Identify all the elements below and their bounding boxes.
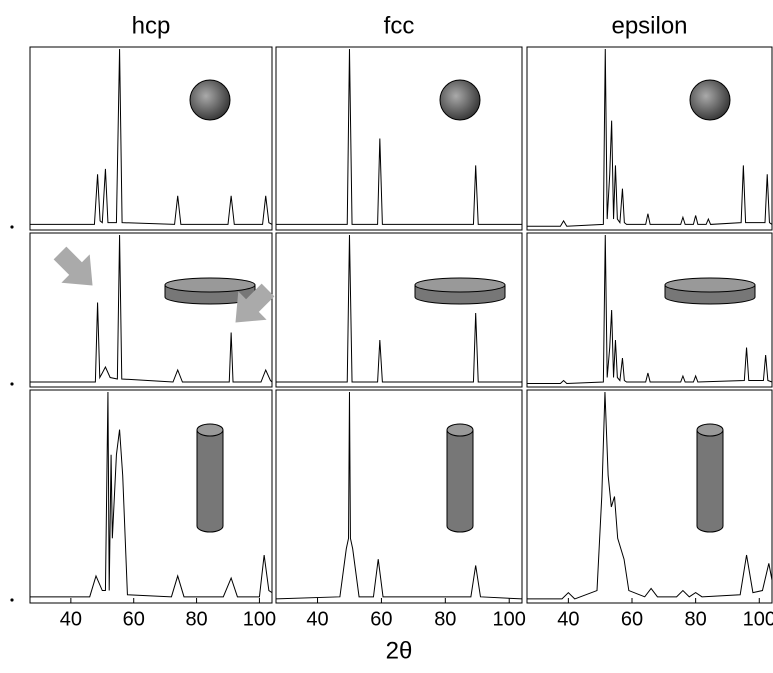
pointer-arrow xyxy=(53,246,93,286)
panel-frame xyxy=(275,46,523,231)
column-title: epsilon xyxy=(611,12,687,39)
disk-top xyxy=(164,277,256,293)
diffraction-line xyxy=(30,48,273,225)
pointer-arrow xyxy=(235,283,275,323)
rod-top xyxy=(696,423,724,437)
column-title: hcp xyxy=(132,12,171,39)
axis-dot xyxy=(10,382,14,386)
panel-frame xyxy=(29,389,273,604)
panel-frame xyxy=(29,232,273,388)
column-title: fcc xyxy=(384,12,415,39)
sphere-icon xyxy=(439,79,481,121)
rod-top xyxy=(446,423,474,437)
diffraction-line xyxy=(276,234,522,383)
x-tick-label: 40 xyxy=(306,608,328,630)
rod-icon xyxy=(446,429,474,533)
diffraction-line xyxy=(275,391,523,600)
panel-frame xyxy=(526,232,773,388)
diffraction-line xyxy=(527,48,773,227)
x-tick-label: 80 xyxy=(685,608,707,630)
x-tick-label: 100 xyxy=(493,608,526,630)
panel-frame xyxy=(526,389,773,604)
diffraction-line xyxy=(30,234,273,383)
x-tick-label: 80 xyxy=(185,608,207,630)
x-tick-label: 100 xyxy=(743,608,773,630)
axis-dot xyxy=(10,225,14,229)
rod-icon xyxy=(196,429,224,533)
x-axis-label: 2θ xyxy=(386,637,413,664)
diffraction-line xyxy=(527,234,773,385)
diffraction-line xyxy=(30,391,273,598)
panel-frame xyxy=(526,46,773,231)
x-tick-label: 100 xyxy=(243,608,276,630)
disk-top xyxy=(414,277,506,293)
diffraction-line xyxy=(276,48,522,225)
panel-frame xyxy=(275,232,523,388)
disk-top xyxy=(664,277,756,293)
x-tick-label: 60 xyxy=(123,608,145,630)
rod-top xyxy=(196,423,224,437)
axis-dot xyxy=(10,598,14,602)
rod-icon xyxy=(696,429,724,533)
x-tick-label: 80 xyxy=(434,608,456,630)
x-tick-label: 60 xyxy=(370,608,392,630)
x-tick-label: 40 xyxy=(557,608,579,630)
panel-frame xyxy=(29,46,273,231)
x-tick-label: 60 xyxy=(621,608,643,630)
diffraction-line xyxy=(527,391,773,600)
sphere-icon xyxy=(689,79,731,121)
sphere-icon xyxy=(189,79,231,121)
panel-frame xyxy=(275,389,523,604)
x-tick-label: 40 xyxy=(60,608,82,630)
